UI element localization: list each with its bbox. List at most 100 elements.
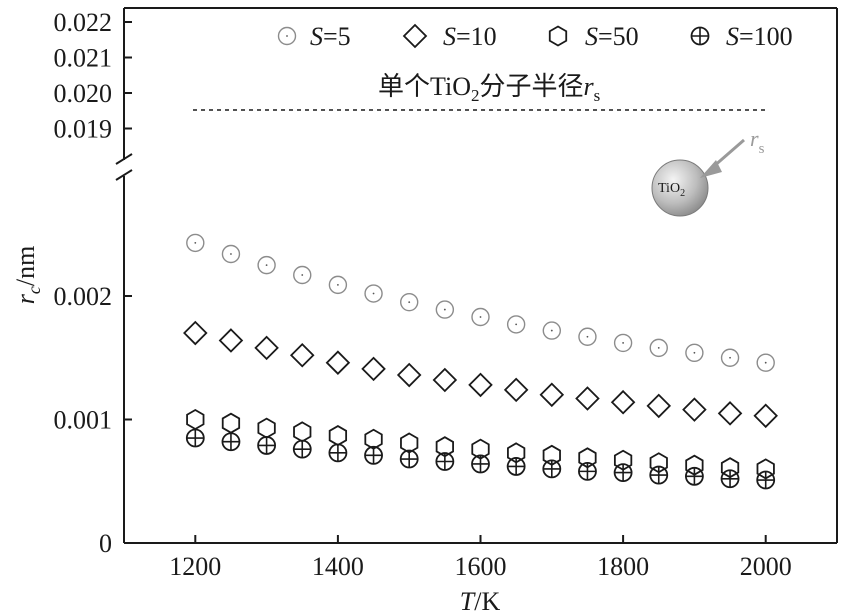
data-points [183,233,778,490]
legend-symbol-S=50 [548,25,568,47]
legend-symbol-S=100 [690,26,710,46]
legend-item-s10: S=10 [402,22,497,51]
legend-marker-s100 [690,26,710,46]
radius-arrow-head [700,160,722,178]
y-tick-label-0.002: 0.002 [54,282,113,311]
point-S=10-1900 [682,397,707,422]
y-tick-label-0.021: 0.021 [54,44,113,73]
y-axis-var: r [11,293,40,304]
tio2-ball-text: TiO [658,181,680,196]
y-tick-label-0.019: 0.019 [54,115,113,144]
point-S=100-1300 [257,436,277,455]
reference-label-var-sub: s [594,86,601,105]
x-axis-var: T [460,587,476,615]
reference-label-prefix: 单个TiO [378,72,471,101]
point-S=10-1400 [325,350,351,375]
radius-arrow-label: rs [750,126,765,157]
reference-label-sub: 2 [471,86,480,105]
point-S=5-1400 [328,275,348,295]
legend-var-s5: S [310,22,323,51]
point-S=100-1950 [720,469,740,489]
axis-break-mark-1 [115,153,133,165]
point-S=5-1500 [400,292,419,312]
point-S=5-1200 [186,233,205,253]
series-S=100 [185,428,776,490]
point-S=100-1850 [649,465,669,485]
point-S=100-1250 [221,432,241,452]
x-tick-label-2000: 2000 [740,552,792,581]
point-S=5-1550 [435,300,455,319]
point-S=10-1200 [183,320,208,346]
series-S=10 [183,320,778,429]
point-S=10-1950 [717,401,743,426]
axis-ticks: 1200 1400 1600 1800 2000 0 0.001 0.002 0.019 0.02… [54,8,792,581]
point-S=100-1550 [435,452,455,471]
axis-break-mark-2 [115,169,133,181]
reference-label-suffix: 分子半径 [479,72,583,101]
point-S=100-1700 [542,459,562,479]
y-axis-unit: /nm [11,246,40,286]
point-S=10-2000 [753,403,778,429]
point-S=10-1800 [610,389,636,415]
point-S=10-1250 [218,328,244,353]
point-S=100-1650 [506,457,526,476]
point-S=100-1500 [399,449,419,469]
radius-arrow-shaft [712,138,745,169]
point-S=100-1600 [471,454,490,474]
point-S=100-1350 [292,439,312,459]
point-S=10-1300 [254,335,279,361]
tio2-ball [651,159,709,217]
point-S=5-1300 [257,255,276,275]
x-tick-label-1200: 1200 [169,552,221,581]
point-S=5-1850 [649,338,668,358]
point-S=50-1400 [328,425,348,447]
legend-symbol-S=10 [402,23,428,49]
legend-item-s50: S=50 [548,22,639,51]
point-S=10-1850 [646,393,672,419]
point-S=100-1750 [578,461,597,481]
legend-marker-s10 [402,23,428,49]
tio2-ball-label: TiO2 [658,181,685,199]
legend-var-s100: S [726,22,739,51]
tio2-molecule-inset: TiO2 rs [651,126,765,217]
reference-label-var: r [583,72,594,101]
legend-marker-s50 [548,25,568,47]
y-axis-sub: c [24,286,44,294]
point-S=5-1750 [578,327,597,346]
y-tick-label-0: 0 [99,529,112,558]
point-S=50-1450 [364,428,383,450]
legend-label-s10: S=10 [443,22,497,51]
point-S=5-1900 [685,343,704,363]
point-S=10-1700 [539,382,565,408]
point-S=100-1200 [185,428,205,448]
point-S=5-1800 [613,333,633,353]
legend-var-s50: S [585,22,598,51]
legend-symbol-S=5 [277,26,297,46]
point-S=5-1250 [221,244,241,264]
point-S=50-1200 [186,408,205,431]
point-S=10-1650 [503,377,529,403]
point-S=100-1800 [613,463,633,483]
y-tick-label-0.001: 0.001 [54,406,113,435]
point-S=10-1750 [575,386,600,411]
legend: S=5 S=10 S=50 S=100 [277,22,793,51]
legend-item-s100: S=100 [690,22,793,51]
point-S=10-1550 [432,367,458,393]
x-axis-title: T/K [460,587,501,615]
x-tick-label-1800: 1800 [597,552,649,581]
reference-label: 单个TiO2分子半径rs [378,72,600,105]
point-S=10-1600 [468,372,493,398]
legend-val-s50: =50 [598,22,639,51]
y-tick-label-0.020: 0.020 [54,79,113,108]
point-S=10-1450 [361,356,386,382]
point-S=10-1500 [396,362,422,388]
x-tick-label-1400: 1400 [312,552,364,581]
point-S=5-1450 [364,284,383,303]
point-S=5-1700 [542,321,561,340]
point-S=5-1350 [293,265,312,285]
point-S=5-1950 [720,348,740,367]
point-S=50-1300 [257,417,276,439]
series-S=5 [186,233,775,372]
legend-val-s100: =100 [739,22,793,51]
point-S=5-1650 [506,315,526,334]
